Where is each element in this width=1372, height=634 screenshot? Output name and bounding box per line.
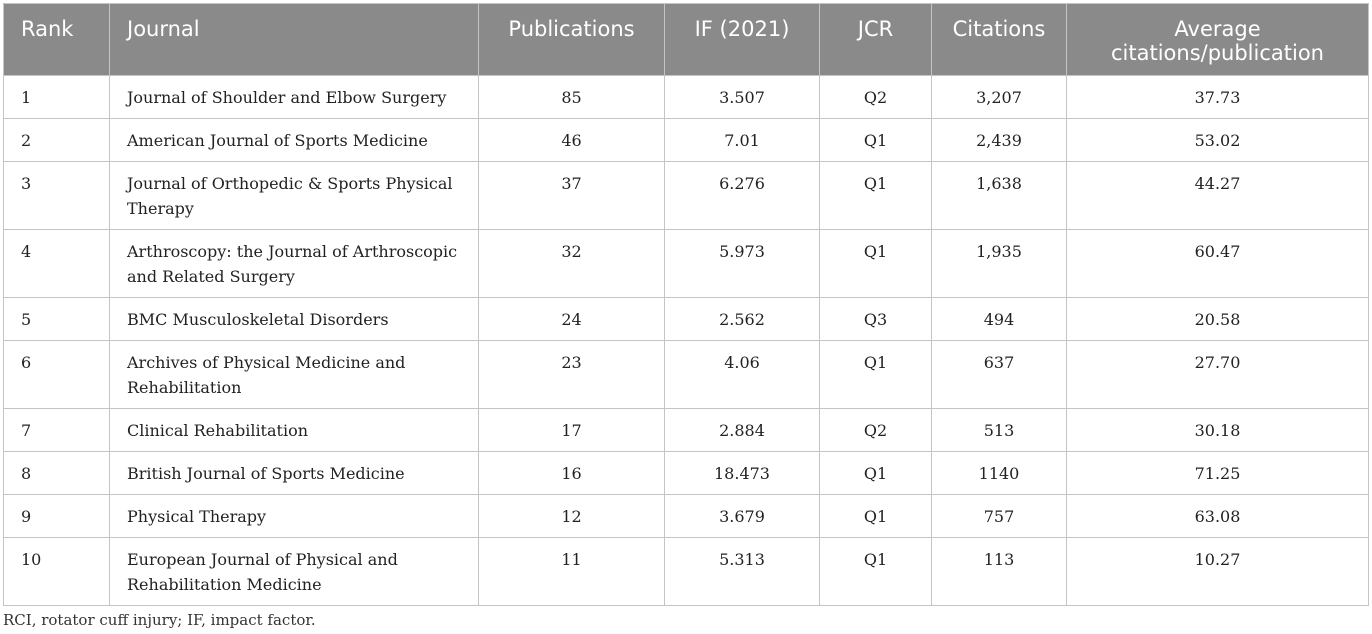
cell-impact-factor: 7.01 — [664, 118, 820, 162]
cell-impact-factor: 2.884 — [664, 408, 820, 452]
cell-citations: 637 — [931, 340, 1067, 409]
cell-average-citations: 10.27 — [1066, 537, 1369, 606]
cell-average-citations: 30.18 — [1066, 408, 1369, 452]
table-row: 9 Physical Therapy 12 3.679 Q1 757 63.08 — [3, 494, 1369, 538]
cell-publications: 46 — [478, 118, 665, 162]
cell-rank: 5 — [3, 297, 110, 341]
cell-impact-factor: 3.679 — [664, 494, 820, 538]
header-journal: Journal — [109, 3, 479, 76]
cell-rank: 6 — [3, 340, 110, 409]
header-rank: Rank — [3, 3, 110, 76]
cell-rank: 9 — [3, 494, 110, 538]
cell-journal: Arthroscopy: the Journal of Arthroscopic… — [109, 229, 479, 298]
cell-impact-factor: 2.562 — [664, 297, 820, 341]
cell-jcr: Q1 — [819, 118, 932, 162]
table-row: 3 Journal of Orthopedic & Sports Physica… — [3, 161, 1369, 230]
cell-publications: 12 — [478, 494, 665, 538]
cell-jcr: Q3 — [819, 297, 932, 341]
cell-publications: 32 — [478, 229, 665, 298]
cell-average-citations: 53.02 — [1066, 118, 1369, 162]
cell-jcr: Q2 — [819, 408, 932, 452]
cell-average-citations: 63.08 — [1066, 494, 1369, 538]
cell-citations: 513 — [931, 408, 1067, 452]
cell-journal: BMC Musculoskeletal Disorders — [109, 297, 479, 341]
header-average-citations: Average citations/publication — [1066, 3, 1369, 76]
cell-rank: 2 — [3, 118, 110, 162]
cell-citations: 494 — [931, 297, 1067, 341]
cell-publications: 17 — [478, 408, 665, 452]
table-row: 5 BMC Musculoskeletal Disorders 24 2.562… — [3, 297, 1369, 341]
cell-citations: 2,439 — [931, 118, 1067, 162]
cell-publications: 85 — [478, 75, 665, 119]
cell-publications: 37 — [478, 161, 665, 230]
table-row: 1 Journal of Shoulder and Elbow Surgery … — [3, 75, 1369, 119]
cell-average-citations: 27.70 — [1066, 340, 1369, 409]
cell-average-citations: 71.25 — [1066, 451, 1369, 495]
cell-citations: 3,207 — [931, 75, 1067, 119]
cell-jcr: Q1 — [819, 537, 932, 606]
cell-journal: Clinical Rehabilitation — [109, 408, 479, 452]
cell-journal: Physical Therapy — [109, 494, 479, 538]
cell-impact-factor: 5.313 — [664, 537, 820, 606]
header-jcr: JCR — [819, 3, 932, 76]
cell-rank: 1 — [3, 75, 110, 119]
cell-jcr: Q1 — [819, 340, 932, 409]
cell-impact-factor: 6.276 — [664, 161, 820, 230]
cell-journal: Journal of Shoulder and Elbow Surgery — [109, 75, 479, 119]
table-row: 4 Arthroscopy: the Journal of Arthroscop… — [3, 229, 1369, 298]
cell-publications: 24 — [478, 297, 665, 341]
cell-jcr: Q2 — [819, 75, 932, 119]
cell-impact-factor: 3.507 — [664, 75, 820, 119]
table-footnote: RCI, rotator cuff injury; IF, impact fac… — [3, 611, 316, 629]
cell-impact-factor: 5.973 — [664, 229, 820, 298]
header-row: Rank Journal Publications IF (2021) JCR … — [3, 3, 1369, 76]
header-publications: Publications — [478, 3, 665, 76]
cell-journal: British Journal of Sports Medicine — [109, 451, 479, 495]
cell-journal: Archives of Physical Medicine and Rehabi… — [109, 340, 479, 409]
header-impact-factor: IF (2021) — [664, 3, 820, 76]
header-citations: Citations — [931, 3, 1067, 76]
table-row: 6 Archives of Physical Medicine and Reha… — [3, 340, 1369, 409]
cell-citations: 1140 — [931, 451, 1067, 495]
cell-rank: 10 — [3, 537, 110, 606]
cell-citations: 1,638 — [931, 161, 1067, 230]
cell-average-citations: 60.47 — [1066, 229, 1369, 298]
cell-jcr: Q1 — [819, 494, 932, 538]
table-row: 8 British Journal of Sports Medicine 16 … — [3, 451, 1369, 495]
cell-impact-factor: 4.06 — [664, 340, 820, 409]
cell-publications: 16 — [478, 451, 665, 495]
cell-jcr: Q1 — [819, 161, 932, 230]
cell-rank: 7 — [3, 408, 110, 452]
cell-average-citations: 20.58 — [1066, 297, 1369, 341]
cell-publications: 11 — [478, 537, 665, 606]
cell-average-citations: 44.27 — [1066, 161, 1369, 230]
cell-rank: 4 — [3, 229, 110, 298]
cell-journal: European Journal of Physical and Rehabil… — [109, 537, 479, 606]
cell-citations: 113 — [931, 537, 1067, 606]
cell-rank: 8 — [3, 451, 110, 495]
cell-jcr: Q1 — [819, 451, 932, 495]
table-row: 7 Clinical Rehabilitation 17 2.884 Q2 51… — [3, 408, 1369, 452]
cell-journal: Journal of Orthopedic & Sports Physical … — [109, 161, 479, 230]
cell-impact-factor: 18.473 — [664, 451, 820, 495]
cell-journal: American Journal of Sports Medicine — [109, 118, 479, 162]
cell-citations: 1,935 — [931, 229, 1067, 298]
table-row: 10 European Journal of Physical and Reha… — [3, 537, 1369, 606]
journal-table: Rank Journal Publications IF (2021) JCR … — [3, 3, 1369, 606]
cell-average-citations: 37.73 — [1066, 75, 1369, 119]
cell-citations: 757 — [931, 494, 1067, 538]
cell-publications: 23 — [478, 340, 665, 409]
cell-rank: 3 — [3, 161, 110, 230]
table-row: 2 American Journal of Sports Medicine 46… — [3, 118, 1369, 162]
cell-jcr: Q1 — [819, 229, 932, 298]
